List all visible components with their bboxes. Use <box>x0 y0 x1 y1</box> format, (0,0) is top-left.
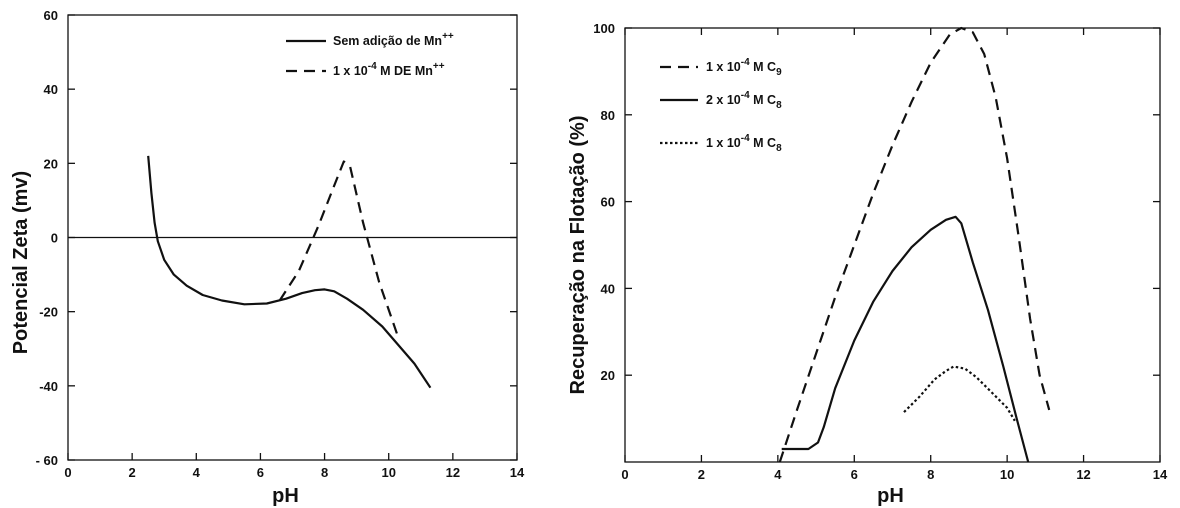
legend-label-part: M C <box>750 93 776 107</box>
x-tick-label: 0 <box>64 465 71 480</box>
legend-label-part: 1 x 10 <box>706 60 741 74</box>
zeta-y-axis-label: Potencial Zeta (mv) <box>10 171 32 354</box>
y-tick-label: - 60 <box>36 453 58 468</box>
zeta-ticks: 0 2 4 6 8 10 12 14 - 60 -40 -20 0 20 40 60 <box>36 8 525 480</box>
x-tick-label: 8 <box>927 467 934 482</box>
legend-label-part: 2 x 10 <box>706 93 741 107</box>
zeta-axes <box>67 14 518 461</box>
y-tick-label: 40 <box>601 281 615 296</box>
series-line-dotted <box>903 365 1016 422</box>
legend-label-part: ++ <box>433 61 445 72</box>
legend-label-part: 1 x 10 <box>706 136 741 150</box>
recovery-y-axis-label: Recuperação na Flotação (%) <box>567 116 589 395</box>
y-tick-label: 60 <box>601 195 615 210</box>
x-tick-label: 10 <box>381 465 395 480</box>
plot-frame <box>624 27 1161 463</box>
x-tick-label: 6 <box>851 467 858 482</box>
legend-label: 1 x 10-4 M C9 <box>706 57 782 78</box>
y-tick-label: -40 <box>39 379 58 394</box>
zeta-potential-chart: 0 2 4 6 8 10 12 14 - 60 -40 -20 0 20 40 60 Sem adição … <box>10 8 525 507</box>
x-tick-label: 2 <box>698 467 705 482</box>
zeta-legend: Sem adição de Mn++1 x 10-4 M DE Mn++ <box>286 31 454 78</box>
series-line-dashed <box>278 160 400 338</box>
x-tick-label: 4 <box>774 467 782 482</box>
legend-label: Sem adição de Mn++ <box>333 31 454 48</box>
legend-label-part: ++ <box>442 31 454 42</box>
legend-label: 1 x 10-4 M DE Mn++ <box>333 61 445 78</box>
legend-label-part: -4 <box>741 133 750 144</box>
legend-label-part: 9 <box>776 67 782 78</box>
series-line-solid <box>781 215 1030 463</box>
x-tick-label: 14 <box>510 465 525 480</box>
legend-label-part: -4 <box>368 61 377 72</box>
zeta-x-axis-label: pH <box>272 485 299 507</box>
legend-label: 2 x 10-4 M C8 <box>706 90 782 111</box>
y-tick-label: -20 <box>39 305 58 320</box>
x-tick-label: 10 <box>1000 467 1014 482</box>
recovery-legend: 1 x 10-4 M C92 x 10-4 M C81 x 10-4 M C8 <box>660 57 782 154</box>
series-line-solid <box>147 155 432 389</box>
x-tick-label: 4 <box>193 465 201 480</box>
recovery-ticks: 0 2 4 6 8 10 12 14 20 40 60 80 100 <box>593 21 1168 482</box>
legend-label: 1 x 10-4 M C8 <box>706 133 782 154</box>
legend-label-part: M C <box>750 136 776 150</box>
x-tick-label: 12 <box>1076 467 1090 482</box>
y-tick-label: 0 <box>51 231 58 246</box>
y-tick-label: 20 <box>601 368 615 383</box>
legend-label-part: Sem adição de Mn <box>333 34 442 48</box>
legend-label-part: -4 <box>741 90 750 101</box>
x-tick-label: 6 <box>257 465 264 480</box>
recovery-axes <box>624 27 1161 463</box>
y-tick-label: 80 <box>601 108 615 123</box>
legend-label-part: M C <box>750 60 776 74</box>
legend-label-part: -4 <box>741 57 750 68</box>
legend-label-part: 1 x 10 <box>333 64 368 78</box>
y-tick-label: 100 <box>593 21 615 36</box>
x-tick-label: 2 <box>129 465 136 480</box>
recovery-series <box>778 26 1051 463</box>
x-tick-label: 12 <box>446 465 460 480</box>
legend-label-part: 8 <box>776 100 782 111</box>
legend-label-part: M DE Mn <box>377 64 433 78</box>
zeta-series <box>147 155 432 389</box>
legend-label-part: 8 <box>776 143 782 154</box>
x-tick-label: 0 <box>621 467 628 482</box>
y-tick-label: 60 <box>44 8 58 23</box>
recovery-x-axis-label: pH <box>877 485 904 507</box>
y-tick-label: 40 <box>44 82 58 97</box>
x-tick-label: 8 <box>321 465 328 480</box>
y-tick-label: 20 <box>44 156 58 171</box>
x-tick-label: 14 <box>1153 467 1168 482</box>
